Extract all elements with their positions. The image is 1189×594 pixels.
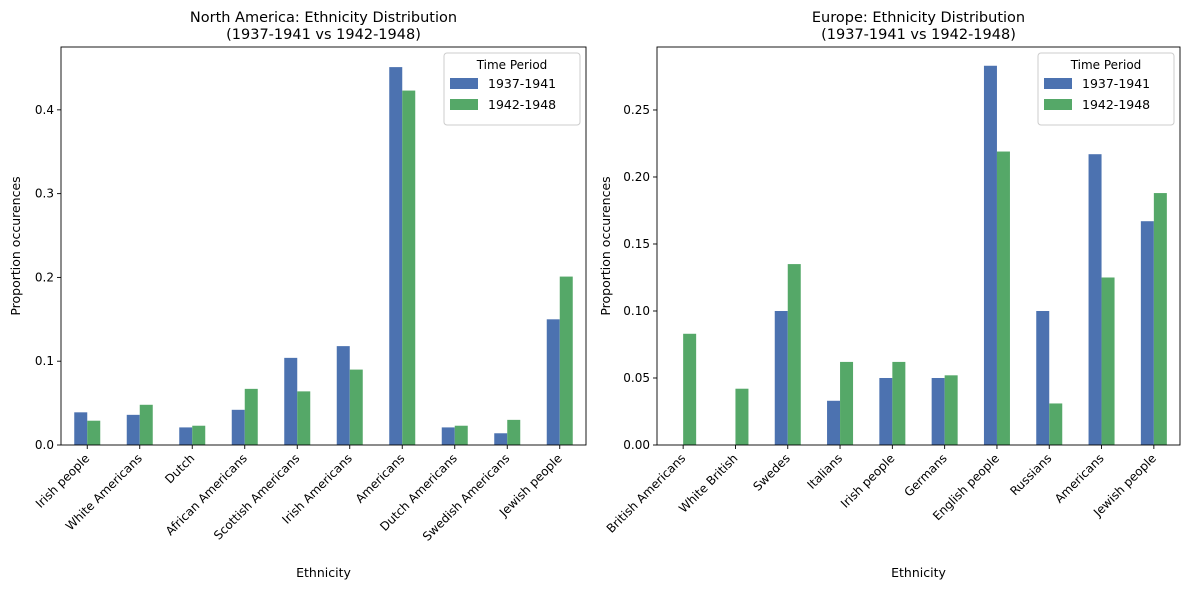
bar-1942-1948-irish-people	[892, 361, 906, 445]
bar-1942-1948-white-americans	[139, 404, 153, 445]
axes-frame	[656, 46, 1181, 446]
x-tick-label: Americans	[353, 451, 408, 506]
bar-1942-1948-irish-people	[87, 420, 101, 445]
y-tick-label: 0.20	[623, 170, 650, 184]
x-tick-label: Americans	[1052, 451, 1107, 506]
axes-frame	[60, 46, 587, 446]
x-tick-label: Swedes	[750, 451, 792, 493]
y-tick-label: 0.15	[623, 237, 650, 251]
y-tick-label: 0.4	[35, 103, 54, 117]
x-tick-label: Scottish Americans	[211, 451, 302, 542]
y-tick-label: 0.05	[623, 371, 650, 385]
legend-title: Time Period	[476, 58, 548, 72]
y-axis-label: Proportion occurences	[8, 176, 23, 315]
bar-1942-1948-british-americans	[683, 333, 697, 445]
legend-swatch-1942-1948	[1044, 99, 1072, 110]
legend-swatch-1937-1941	[450, 78, 478, 89]
bar-1937-1941-germans	[931, 377, 945, 445]
bar-1942-1948-irish-americans	[349, 369, 363, 445]
bar-1937-1941-jewish-people	[546, 319, 560, 445]
bar-1942-1948-swedes	[787, 264, 801, 445]
bar-1942-1948-americans	[402, 90, 416, 445]
x-tick-label: Irish people	[838, 451, 898, 511]
bar-1937-1941-irish-people	[74, 412, 88, 445]
chart-title: Europe: Ethnicity Distribution	[812, 10, 1025, 26]
x-axis-label: Ethnicity	[296, 565, 351, 580]
y-axis-label: Proportion occurences	[598, 176, 613, 315]
bar-1937-1941-swedes	[774, 310, 788, 445]
bar-1937-1941-italians	[827, 400, 841, 445]
bar-1942-1948-swedish-americans	[507, 419, 521, 445]
bar-1937-1941-americans	[1088, 154, 1102, 445]
bar-1937-1941-jewish-people	[1140, 221, 1154, 445]
bar-1937-1941-african-americans	[231, 409, 245, 445]
legend-label-1942-1948: 1942-1948	[488, 97, 556, 112]
bar-1942-1948-russians	[1049, 403, 1063, 445]
legend-label-1937-1941: 1937-1941	[1082, 76, 1150, 91]
bar-1937-1941-english-people	[983, 65, 997, 446]
bar-1937-1941-dutch	[179, 427, 193, 445]
bar-1937-1941-irish-americans	[336, 346, 350, 445]
y-tick-label: 0.25	[623, 103, 650, 117]
x-tick-label: Swedish Americans	[420, 451, 512, 543]
bar-1942-1948-dutch-americans	[454, 425, 468, 445]
bar-1942-1948-dutch	[192, 425, 206, 445]
chart-subtitle: (1937-1941 vs 1942-1948)	[226, 27, 421, 43]
bar-1942-1948-english-people	[996, 151, 1010, 445]
bar-1937-1941-white-americans	[126, 414, 140, 445]
bar-1942-1948-scottish-americans	[297, 391, 311, 445]
chart-europe: 0.00 0.05 0.10 0.15 0.20 0.25 British American…	[598, 10, 1181, 580]
bar-1942-1948-italians	[840, 361, 854, 445]
bar-1937-1941-irish-people	[879, 377, 893, 445]
x-axis-label: Ethnicity	[891, 565, 946, 580]
chart-title: North America: Ethnicity Distribution	[190, 10, 457, 26]
bar-1942-1948-african-americans	[244, 388, 258, 445]
legend-swatch-1942-1948	[450, 99, 478, 110]
y-tick-label: 0.00	[623, 438, 650, 452]
x-tick-label: Italians	[805, 451, 846, 492]
bar-1937-1941-russians	[1036, 310, 1050, 445]
y-tick-label: 0.2	[35, 270, 54, 284]
bar-1937-1941-swedish-americans	[494, 433, 508, 445]
legend-swatch-1937-1941	[1044, 78, 1072, 89]
x-tick-label: British Americans	[604, 451, 689, 536]
bar-1937-1941-americans	[389, 67, 403, 446]
bar-1942-1948-germans	[944, 375, 958, 445]
legend-label-1942-1948: 1942-1948	[1082, 97, 1150, 112]
chart-subtitle: (1937-1941 vs 1942-1948)	[821, 27, 1016, 43]
x-tick-label: Dutch	[162, 451, 197, 486]
bar-1937-1941-scottish-americans	[284, 357, 298, 445]
legend-label-1937-1941: 1937-1941	[488, 76, 556, 91]
y-tick-label: 0.0	[35, 438, 54, 452]
bar-1942-1948-white-british	[735, 388, 749, 445]
y-tick-label: 0.1	[35, 354, 54, 368]
bar-1942-1948-americans	[1101, 277, 1115, 445]
bar-1942-1948-jewish-people	[1153, 193, 1167, 445]
bar-1937-1941-dutch-americans	[441, 427, 455, 445]
x-tick-label: Russians	[1007, 451, 1054, 498]
y-tick-label: 0.10	[623, 304, 650, 318]
x-tick-label: Germans	[901, 451, 949, 499]
legend-title: Time Period	[1070, 58, 1142, 72]
y-tick-label: 0.3	[35, 187, 54, 201]
bar-1942-1948-jewish-people	[559, 276, 573, 445]
